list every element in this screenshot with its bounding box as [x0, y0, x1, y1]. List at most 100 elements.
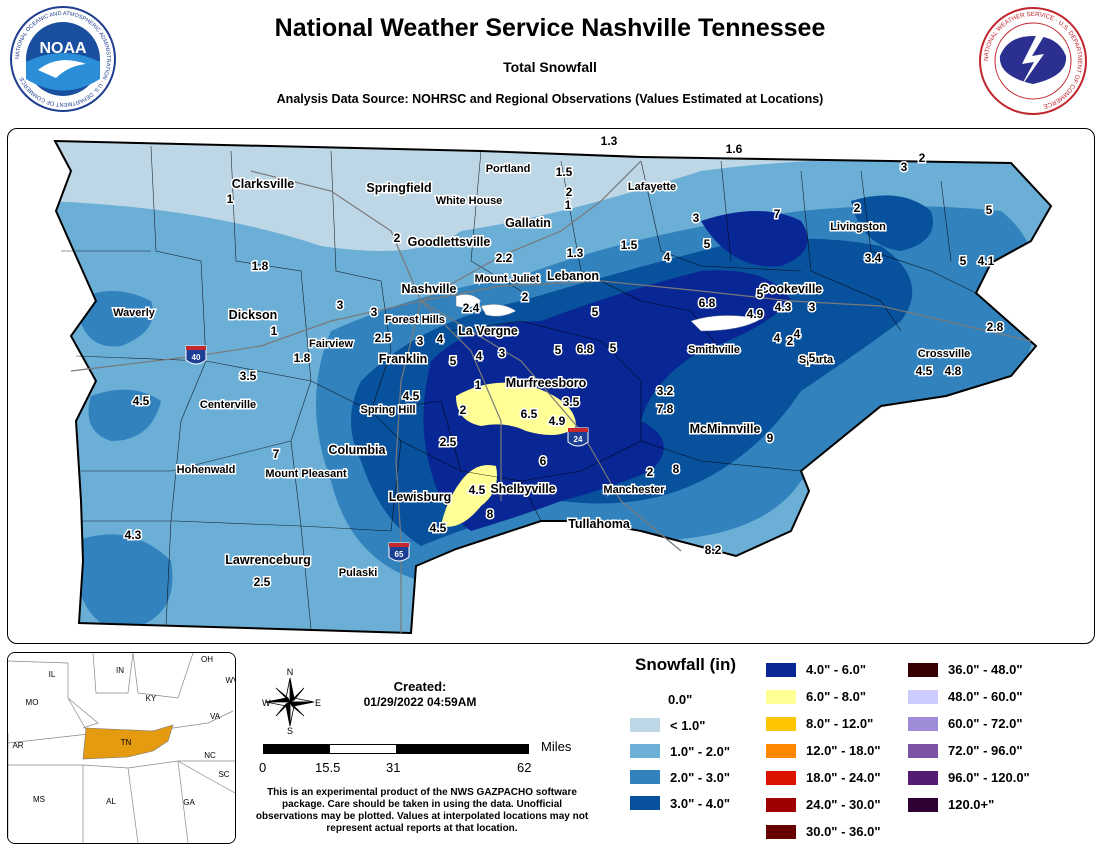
- legend-swatch: [908, 716, 938, 731]
- snowfall-value: 4.9: [747, 307, 764, 321]
- snowfall-value: 2: [919, 151, 926, 165]
- snowfall-value: 5: [809, 351, 816, 365]
- lakes: [455, 294, 762, 332]
- snowfall-value: 8: [487, 507, 494, 521]
- city-label: Spring Hill: [361, 404, 416, 416]
- snowfall-value: 2: [460, 403, 467, 417]
- city-label: Lafayette: [628, 181, 676, 193]
- legend-item: 18.0" - 24.0": [766, 764, 880, 791]
- city-label: Nashville: [402, 282, 457, 296]
- city-label: Columbia: [329, 443, 387, 457]
- inset-state-label: IL: [49, 670, 56, 679]
- legend-swatch: [766, 743, 796, 758]
- snowfall-value: 1.5: [621, 238, 638, 252]
- snowfall-value: 1.8: [252, 259, 269, 273]
- snowfall-value: 3: [901, 160, 908, 174]
- city-label: Goodlettsville: [408, 235, 491, 249]
- legend-item: 6.0" - 8.0": [766, 683, 880, 710]
- inset-state-label: IN: [116, 666, 124, 675]
- compass-rose: N S W E: [262, 667, 321, 736]
- scale-bar: [263, 744, 529, 754]
- snowfall-value: 6.8: [577, 342, 594, 356]
- tennessee-highlight: [82, 724, 174, 760]
- city-label: Lawrenceburg: [225, 553, 310, 567]
- snowfall-value: 4: [664, 250, 671, 264]
- snowfall-value: 1: [475, 378, 482, 392]
- snowfall-value: 1.3: [567, 246, 584, 260]
- snowfall-value: 4.5: [403, 389, 420, 403]
- inset-state-borders: [8, 653, 235, 843]
- snowfall-value: 2: [522, 290, 529, 304]
- legend-swatch: [908, 662, 938, 677]
- snowfall-value: 2: [854, 201, 861, 215]
- legend-column-3: 36.0" - 48.0" 48.0" - 60.0" 60.0" - 72.0…: [908, 656, 1030, 818]
- snowfall-value: 4: [476, 349, 483, 363]
- city-label: McMinnville: [690, 422, 761, 436]
- legend-item: 1.0" - 2.0": [630, 738, 730, 764]
- snowfall-value: 1.3: [601, 134, 618, 148]
- snowfall-value: 2: [566, 185, 573, 199]
- inset-state-label: VA: [210, 712, 221, 721]
- inset-state-label: MO: [26, 698, 39, 707]
- city-label: Tullahoma: [568, 517, 631, 531]
- snowfall-value: 2.2: [496, 251, 513, 265]
- interstate-24-shield: 24: [567, 427, 589, 447]
- snowfall-value: 3.2: [657, 384, 674, 398]
- interstate-65-shield: 65: [388, 542, 410, 562]
- snowfall-value: 5: [555, 343, 562, 357]
- snowfall-value: 4.9: [549, 414, 566, 428]
- scale-tick: 31: [386, 760, 401, 775]
- snowfall-value: 3.5: [240, 369, 257, 383]
- legend-swatch: [630, 796, 660, 810]
- city-label: Franklin: [379, 352, 428, 366]
- snowfall-value: 7: [273, 447, 280, 461]
- scale-unit: Miles: [541, 739, 572, 754]
- inset-state-labels: IL IN OH WV MO KY VA TN AR NC SC MS AL GA: [12, 655, 235, 807]
- snowfall-value: 4.3: [775, 300, 792, 314]
- legend-swatch: [630, 718, 660, 732]
- snowfall-value: 3: [693, 211, 700, 225]
- inset-state-label: WV: [226, 676, 235, 685]
- county-boundaries: [61, 145, 977, 630]
- city-label: Fairview: [309, 338, 353, 350]
- city-label: Gallatin: [505, 216, 551, 230]
- legend-item: 4.0" - 6.0": [766, 656, 880, 683]
- snowfall-value: 2.5: [254, 575, 271, 589]
- legend-item: 2.0" - 3.0": [630, 764, 730, 790]
- svg-text:N: N: [287, 667, 294, 677]
- scale-tick: 15.5: [315, 760, 341, 775]
- city-label: Lewisburg: [389, 490, 452, 504]
- city-label: Mount Pleasant: [265, 468, 347, 480]
- snowfall-value: 7: [774, 207, 781, 221]
- city-label: Forest Hills: [385, 314, 445, 326]
- city-label: White House: [436, 195, 503, 207]
- svg-text:E: E: [315, 698, 321, 708]
- legend-swatch: [766, 797, 796, 812]
- snowfall-value: 2: [647, 465, 654, 479]
- legend-item: 72.0" - 96.0": [908, 737, 1030, 764]
- legend-item: < 1.0": [630, 712, 730, 738]
- snowfall-value: 2.8: [987, 320, 1004, 334]
- snowfall-value: 2: [394, 231, 401, 245]
- scale-tick: 0: [259, 760, 267, 775]
- legend-swatch: [630, 744, 660, 758]
- city-label: La Vergne: [458, 324, 518, 338]
- legend-column-1: 0.0" < 1.0" 1.0" - 2.0" 2.0" - 3.0" 3.0"…: [630, 686, 730, 816]
- disclaimer: This is an experimental product of the N…: [255, 787, 589, 834]
- svg-text:40: 40: [192, 353, 201, 362]
- snowfall-value: 1.6: [726, 142, 743, 156]
- snowfall-map[interactable]: 40 24 65 Clarksville Springfield Portland W…: [7, 128, 1095, 644]
- legend-column-2: 4.0" - 6.0" 6.0" - 8.0" 8.0" - 12.0" 12.…: [766, 656, 880, 845]
- snowfall-value: 5: [704, 237, 711, 251]
- inset-state-label: SC: [218, 770, 229, 779]
- snowfall-value: 4: [794, 327, 801, 341]
- inset-state-label: AL: [106, 797, 116, 806]
- snowfall-value: 8: [673, 462, 680, 476]
- snowfall-value: 4: [437, 332, 444, 346]
- snowfall-value: 3: [809, 300, 816, 314]
- city-label: Sparta: [799, 354, 834, 366]
- snowfall-value: 5: [960, 254, 967, 268]
- legend-item: 96.0" - 120.0": [908, 764, 1030, 791]
- map-title: National Weather Service Nashville Tenne…: [274, 14, 826, 42]
- city-label: Dickson: [229, 308, 278, 322]
